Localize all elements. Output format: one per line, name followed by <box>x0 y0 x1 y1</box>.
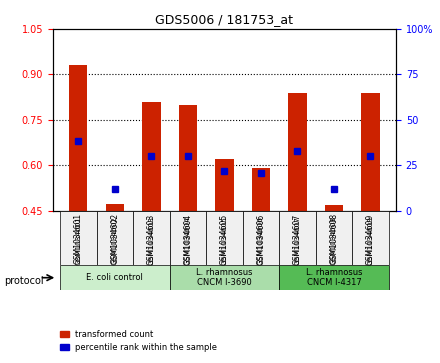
Bar <box>215 159 234 211</box>
Text: GSM1034606: GSM1034606 <box>258 216 264 265</box>
Text: GSM1034608: GSM1034608 <box>330 213 338 264</box>
Text: L. rhamnosus
CNCM I-3690: L. rhamnosus CNCM I-3690 <box>196 268 253 287</box>
Text: GSM1034607: GSM1034607 <box>294 216 301 265</box>
Bar <box>60 211 97 265</box>
Text: GSM1034606: GSM1034606 <box>257 213 265 265</box>
Bar <box>352 211 389 265</box>
Text: GSM1034603: GSM1034603 <box>148 216 154 265</box>
Bar <box>279 265 389 290</box>
Bar <box>252 168 270 211</box>
Text: GSM1034607: GSM1034607 <box>293 213 302 265</box>
Bar <box>133 211 170 265</box>
Legend: transformed count, percentile rank within the sample: transformed count, percentile rank withi… <box>57 326 220 355</box>
Text: L. rhamnosus
CNCM I-4317: L. rhamnosus CNCM I-4317 <box>306 268 362 287</box>
Bar <box>97 211 133 265</box>
Text: GSM1034603: GSM1034603 <box>147 213 156 265</box>
Bar <box>242 211 279 265</box>
Text: GSM1034604: GSM1034604 <box>185 216 191 265</box>
Text: GSM1034605: GSM1034605 <box>221 216 227 265</box>
Text: GSM1034602: GSM1034602 <box>110 213 119 264</box>
Text: GSM1034608: GSM1034608 <box>331 216 337 265</box>
Bar <box>325 205 343 211</box>
Bar <box>60 265 170 290</box>
Text: GSM1034601: GSM1034601 <box>74 213 83 264</box>
Text: E. coli control: E. coli control <box>86 273 143 282</box>
Text: GSM1034609: GSM1034609 <box>366 213 375 265</box>
Bar <box>170 265 279 290</box>
Bar <box>106 204 124 211</box>
Bar <box>288 93 307 211</box>
Bar <box>179 105 197 211</box>
Bar <box>170 211 206 265</box>
Text: GSM1034602: GSM1034602 <box>112 216 118 265</box>
Bar <box>142 102 161 211</box>
Title: GDS5006 / 181753_at: GDS5006 / 181753_at <box>155 13 293 26</box>
Text: GSM1034609: GSM1034609 <box>367 216 374 265</box>
Text: GSM1034601: GSM1034601 <box>75 216 81 265</box>
Bar <box>69 65 88 211</box>
Bar <box>315 211 352 265</box>
Bar <box>361 93 380 211</box>
Text: GSM1034604: GSM1034604 <box>183 213 192 265</box>
Bar <box>206 211 242 265</box>
Bar <box>279 211 315 265</box>
Text: GSM1034605: GSM1034605 <box>220 213 229 265</box>
Text: protocol: protocol <box>4 276 44 286</box>
